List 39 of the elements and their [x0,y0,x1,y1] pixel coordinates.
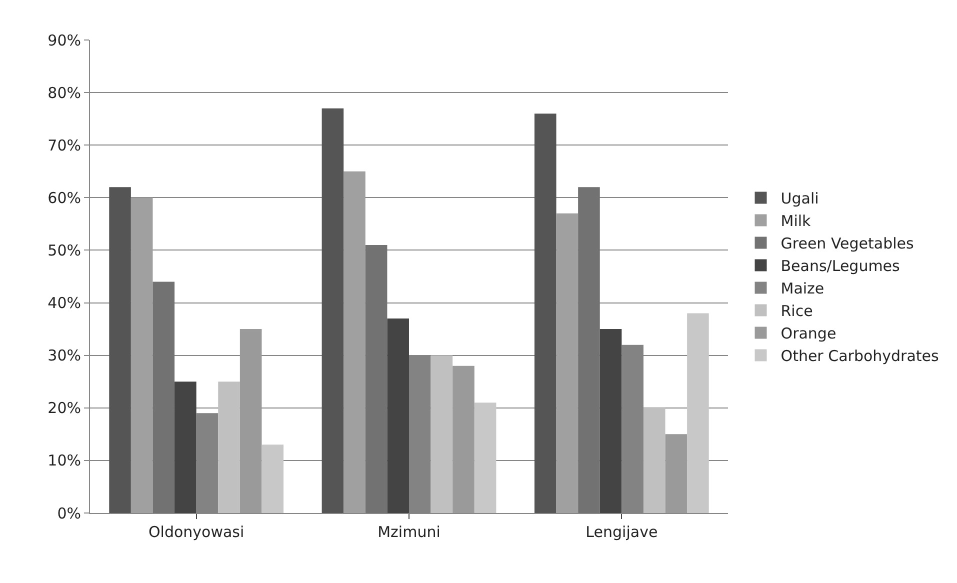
y-tick-label: 60% [48,188,81,207]
bar [665,434,688,513]
y-tick-label: 10% [48,452,81,470]
bar [344,171,366,513]
x-tick-label: Oldonyowasi [148,523,244,541]
y-tick-label: 80% [48,84,81,102]
legend-label: Other Carbohydrates [780,347,940,366]
y-tick-label: 50% [48,241,81,260]
bar [452,366,474,513]
bar [534,114,556,513]
legend-label: Rice [780,302,813,320]
y-tick-label: 40% [48,294,81,312]
bar [430,355,453,513]
y-tick-label: 0% [57,504,81,522]
legend-label: Ugali [780,190,819,208]
bar [578,187,600,513]
bar [643,408,666,513]
y-tick-label: 70% [48,136,81,154]
y-tick-label: 20% [48,399,81,418]
bar [109,187,131,513]
bar [240,329,262,513]
legend-label: Maize [780,280,824,298]
y-tick-label: 30% [48,346,81,365]
bar [474,402,496,513]
bar [365,244,388,513]
bar [687,313,709,513]
legend-label: Orange [780,324,836,343]
y-tick-label: 90% [48,31,81,50]
bar [322,108,344,513]
bar [262,444,284,513]
bar [218,382,240,513]
x-tick-label: Mzimuni [378,523,440,541]
bar [152,282,175,513]
x-tick-label: Lengijave [586,523,658,541]
legend-label: Beans/Legumes [780,257,900,276]
legend-label: Milk [780,212,812,230]
bar [556,213,578,513]
legend-label: Green Vegetables [780,234,914,253]
bar [130,198,153,513]
